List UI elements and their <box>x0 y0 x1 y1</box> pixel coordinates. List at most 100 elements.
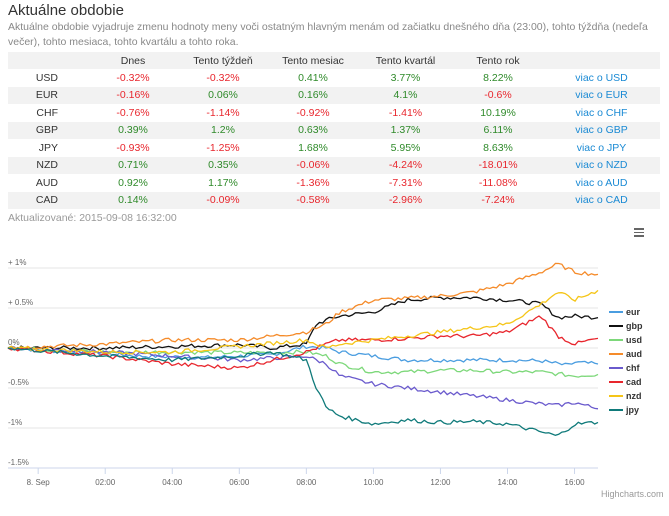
currency-code-cell: USD <box>8 69 88 87</box>
updated-timestamp: Aktualizované: 2015-09-08 16:32:00 <box>8 212 177 224</box>
page-title: Aktuálne obdobie <box>8 2 124 19</box>
currency-detail-link[interactable]: viac o GBP <box>543 121 660 139</box>
currency-code-cell: EUR <box>8 86 88 104</box>
performance-table: Dnes Tento týždeň Tento mesiac Tento kva… <box>8 52 660 209</box>
series-line-aud <box>7 262 599 350</box>
change-tyzden-cell: -1.14% <box>178 104 268 122</box>
change-dnes-cell: 0.14% <box>88 191 178 209</box>
table-row: AUD 0.92% 1.17% -1.36% -7.31% -11.08% viac o A… <box>8 174 660 192</box>
change-kvartal-cell: 3.77% <box>358 69 453 87</box>
change-rok-cell: -7.24% <box>453 191 543 209</box>
legend-item-usd[interactable]: usd <box>626 335 642 345</box>
change-mesiac-cell: 1.68% <box>268 139 358 157</box>
currency-detail-link[interactable]: viac o AUD <box>543 174 660 192</box>
change-mesiac-cell: -0.58% <box>268 191 358 209</box>
change-dnes-cell: 0.39% <box>88 121 178 139</box>
change-dnes-cell: -0.16% <box>88 86 178 104</box>
currency-detail-link[interactable]: viac o USD <box>543 69 660 87</box>
currency-detail-link[interactable]: viac o EUR <box>543 86 660 104</box>
currency-code-cell: GBP <box>8 121 88 139</box>
page-description: Aktuálne obdobie vyjadruje zmenu hodnoty… <box>8 21 648 48</box>
column-header-currency <box>8 52 88 69</box>
change-dnes-cell: 0.71% <box>88 156 178 174</box>
column-header-dnes: Dnes <box>88 52 178 69</box>
change-mesiac-cell: -0.92% <box>268 104 358 122</box>
change-kvartal-cell: -1.41% <box>358 104 453 122</box>
currency-detail-link[interactable]: viac o JPY <box>543 139 660 157</box>
currency-detail-link[interactable]: viac o CHF <box>543 104 660 122</box>
change-rok-cell: -11.08% <box>453 174 543 192</box>
change-mesiac-cell: 0.41% <box>268 69 358 87</box>
change-tyzden-cell: 1.2% <box>178 121 268 139</box>
series-line-chf <box>7 345 599 410</box>
column-header-tento-kvartal: Tento kvartál <box>358 52 453 69</box>
y-tick-label: -0.5% <box>8 378 29 387</box>
change-rok-cell: 8.22% <box>453 69 543 87</box>
change-kvartal-cell: -4.24% <box>358 156 453 174</box>
currency-code-cell: AUD <box>8 174 88 192</box>
chart-menu-icon[interactable] <box>634 228 644 237</box>
change-mesiac-cell: -0.06% <box>268 156 358 174</box>
change-dnes-cell: -0.93% <box>88 139 178 157</box>
table-row: CHF -0.76% -1.14% -0.92% -1.41% 10.19% viac o … <box>8 104 660 122</box>
table-row: JPY -0.93% -1.25% 1.68% 5.95% 8.63% viac o JPY <box>8 139 660 157</box>
x-tick-label: 04:00 <box>162 478 183 487</box>
series-line-jpy <box>7 347 599 436</box>
change-rok-cell: 6.11% <box>453 121 543 139</box>
series-line-nzd <box>7 289 599 355</box>
change-mesiac-cell: 0.16% <box>268 86 358 104</box>
currency-code-cell: JPY <box>8 139 88 157</box>
table-row: NZD 0.71% 0.35% -0.06% -4.24% -18.01% viac o N… <box>8 156 660 174</box>
x-tick-label: 02:00 <box>95 478 116 487</box>
column-header-tento-mesiac: Tento mesiac <box>268 52 358 69</box>
change-dnes-cell: -0.76% <box>88 104 178 122</box>
currency-code-cell: NZD <box>8 156 88 174</box>
change-dnes-cell: -0.32% <box>88 69 178 87</box>
change-rok-cell: 10.19% <box>453 104 543 122</box>
column-header-tento-rok: Tento rok <box>453 52 543 69</box>
legend-item-gbp[interactable]: gbp <box>626 321 643 331</box>
fx-line-chart: + 1% + 0.5% 0% -0.5% -1% -1.5% 8. Sep 02:00 04:0… <box>7 258 643 487</box>
column-header-tento-tyzden: Tento týždeň <box>178 52 268 69</box>
change-tyzden-cell: 0.06% <box>178 86 268 104</box>
x-tick-label: 08:00 <box>296 478 317 487</box>
x-tick-label: 06:00 <box>229 478 250 487</box>
change-tyzden-cell: 0.35% <box>178 156 268 174</box>
change-tyzden-cell: 1.17% <box>178 174 268 192</box>
y-tick-label: 0% <box>8 338 20 347</box>
legend-item-cad[interactable]: cad <box>626 377 642 387</box>
legend-item-nzd[interactable]: nzd <box>626 391 642 401</box>
change-tyzden-cell: -0.09% <box>178 191 268 209</box>
y-tick-label: -1% <box>8 418 22 427</box>
x-tick-label: 14:00 <box>497 478 518 487</box>
currency-detail-link[interactable]: viac o NZD <box>543 156 660 174</box>
change-rok-cell: -18.01% <box>453 156 543 174</box>
y-tick-label: + 1% <box>8 258 26 267</box>
table-header-row: Dnes Tento týždeň Tento mesiac Tento kva… <box>8 52 660 69</box>
x-tick-label: 8. Sep <box>27 478 51 487</box>
change-kvartal-cell: -7.31% <box>358 174 453 192</box>
table-row: USD -0.32% -0.32% 0.41% 3.77% 8.22% viac o USD <box>8 69 660 87</box>
change-kvartal-cell: 1.37% <box>358 121 453 139</box>
change-rok-cell: -0.6% <box>453 86 543 104</box>
change-kvartal-cell: -2.96% <box>358 191 453 209</box>
table-row: EUR -0.16% 0.06% 0.16% 4.1% -0.6% viac o EUR <box>8 86 660 104</box>
y-tick-label: + 0.5% <box>8 298 33 307</box>
legend-item-eur[interactable]: eur <box>626 307 641 317</box>
series-line-cad <box>7 315 599 370</box>
currency-code-cell: CAD <box>8 191 88 209</box>
currency-code-cell: CHF <box>8 104 88 122</box>
table-row: CAD 0.14% -0.09% -0.58% -2.96% -7.24% viac o C… <box>8 191 660 209</box>
table-row: GBP 0.39% 1.2% 0.63% 1.37% 6.11% viac o GBP <box>8 121 660 139</box>
highcharts-credit-link[interactable]: Highcharts.com <box>601 489 664 499</box>
column-header-link <box>543 52 660 69</box>
legend-item-chf[interactable]: chf <box>626 363 641 373</box>
legend-item-jpy[interactable]: jpy <box>625 405 639 415</box>
legend-item-aud[interactable]: aud <box>626 349 642 359</box>
currency-detail-link[interactable]: viac o CAD <box>543 191 660 209</box>
change-dnes-cell: 0.92% <box>88 174 178 192</box>
y-tick-label: -1.5% <box>8 458 29 467</box>
x-tick-label: 16:00 <box>565 478 586 487</box>
x-tick-label: 12:00 <box>430 478 451 487</box>
change-tyzden-cell: -1.25% <box>178 139 268 157</box>
